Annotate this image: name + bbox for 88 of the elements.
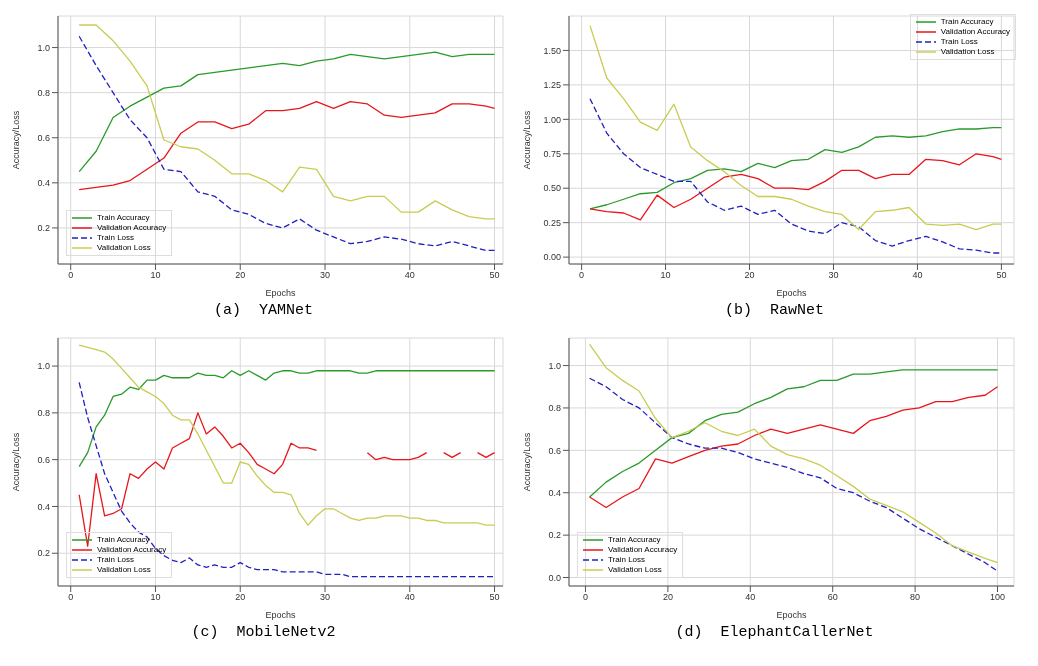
legend-label: Validation Accuracy — [940, 27, 1010, 37]
x-axis-title: Epochs — [265, 288, 296, 298]
x-tick-label: 20 — [235, 270, 246, 281]
legend-label: Validation Loss — [97, 565, 151, 575]
y-tick-label: 1.0 — [37, 361, 50, 372]
x-tick-label: 40 — [404, 592, 415, 603]
y-tick-label: 0.6 — [37, 132, 50, 143]
x-tick-label: 0 — [579, 270, 585, 281]
legend-label: Train Accuracy — [97, 535, 150, 545]
y-tick-label: 0.4 — [548, 487, 561, 498]
legend-label: Train Loss — [97, 233, 135, 243]
x-tick-label: 10 — [660, 270, 671, 281]
x-tick-label: 20 — [662, 592, 673, 603]
x-tick-label: 30 — [319, 270, 331, 281]
line-series — [588, 343, 999, 564]
legend-label: Train Accuracy — [97, 213, 150, 223]
y-tick-label: 0.4 — [37, 178, 50, 189]
y-tick-label: 1.0 — [37, 42, 50, 53]
line-series — [78, 344, 496, 526]
y-tick-label: 1.00 — [543, 114, 561, 125]
legend-label: Train Loss — [940, 37, 978, 47]
x-axis-title: Epochs — [776, 610, 807, 620]
line-series — [589, 153, 1003, 221]
legend-label: Train Accuracy — [608, 535, 661, 545]
y-tick-label: 0.25 — [543, 217, 561, 228]
y-tick-label: 1.25 — [543, 80, 561, 91]
text: (b) RawNet — [724, 302, 825, 319]
y-tick-label: 0.8 — [37, 87, 50, 98]
line-series — [588, 369, 999, 498]
x-tick-label: 30 — [319, 592, 331, 603]
legend-label: Validation Accuracy — [97, 223, 167, 233]
x-tick-label: 50 — [489, 270, 500, 281]
line-series — [588, 377, 999, 572]
text: (c) MobileNetv2 — [190, 624, 337, 641]
x-tick-label: 40 — [404, 270, 415, 281]
line-series — [78, 370, 496, 468]
x-axis-title: Epochs — [265, 610, 296, 620]
x-tick-label: 80 — [910, 592, 921, 603]
legend-label: Train Accuracy — [940, 17, 994, 27]
y-tick-label: 0.2 — [548, 530, 561, 541]
y-tick-label: 0.0 — [548, 572, 561, 583]
x-tick-label: 50 — [489, 592, 500, 603]
y-tick-label: 0.50 — [543, 183, 561, 194]
y-axis-title: Accuracy/Loss — [522, 110, 533, 170]
y-tick-label: 0.2 — [37, 223, 50, 234]
legend-label: Validation Accuracy — [97, 545, 167, 555]
x-tick-label: 40 — [745, 592, 756, 603]
text: (a) YAMNet — [213, 302, 314, 319]
x-tick-label: 60 — [827, 592, 838, 603]
y-tick-label: 0.75 — [543, 148, 561, 159]
y-tick-label: 1.50 — [543, 45, 561, 56]
y-tick-label: 0.8 — [548, 403, 561, 414]
x-tick-label: 0 — [582, 592, 588, 603]
y-tick-label: 0.2 — [37, 548, 50, 559]
y-tick-label: 0.6 — [548, 445, 561, 456]
y-tick-label: 0.6 — [37, 454, 50, 465]
line-series — [78, 381, 496, 578]
x-tick-label: 0 — [68, 270, 74, 281]
x-tick-label: 0 — [68, 592, 74, 603]
y-tick-label: 0.4 — [37, 501, 50, 512]
y-axis-title: Accuracy/Loss — [11, 432, 22, 492]
text: (d) ElephantCallerNet — [674, 624, 875, 641]
x-tick-label: 100 — [990, 592, 1006, 603]
legend-label: Train Loss — [97, 555, 135, 565]
line-series — [78, 51, 496, 173]
legend-label: Validation Loss — [940, 47, 995, 57]
x-axis-title: Epochs — [776, 288, 807, 298]
legend-label: Validation Accuracy — [608, 545, 678, 555]
x-tick-label: 40 — [912, 270, 923, 281]
legend-label: Train Loss — [608, 555, 646, 565]
x-tick-label: 10 — [150, 592, 161, 603]
x-tick-label: 30 — [828, 270, 839, 281]
y-axis-title: Accuracy/Loss — [522, 432, 533, 492]
legend-label: Validation Loss — [608, 565, 662, 575]
line-series — [589, 126, 1003, 210]
y-tick-label: 1.0 — [548, 360, 561, 371]
x-tick-label: 20 — [235, 592, 246, 603]
y-axis-title: Accuracy/Loss — [11, 110, 22, 170]
line-series — [78, 101, 496, 191]
line-series — [78, 35, 496, 252]
line-series — [78, 24, 496, 220]
x-tick-label: 50 — [996, 270, 1007, 281]
y-tick-label: 0.8 — [37, 408, 50, 419]
legend-label: Validation Loss — [97, 243, 151, 253]
x-tick-label: 20 — [744, 270, 755, 281]
line-series — [588, 386, 999, 509]
y-tick-label: 0.00 — [543, 252, 561, 263]
x-tick-label: 10 — [150, 270, 161, 281]
